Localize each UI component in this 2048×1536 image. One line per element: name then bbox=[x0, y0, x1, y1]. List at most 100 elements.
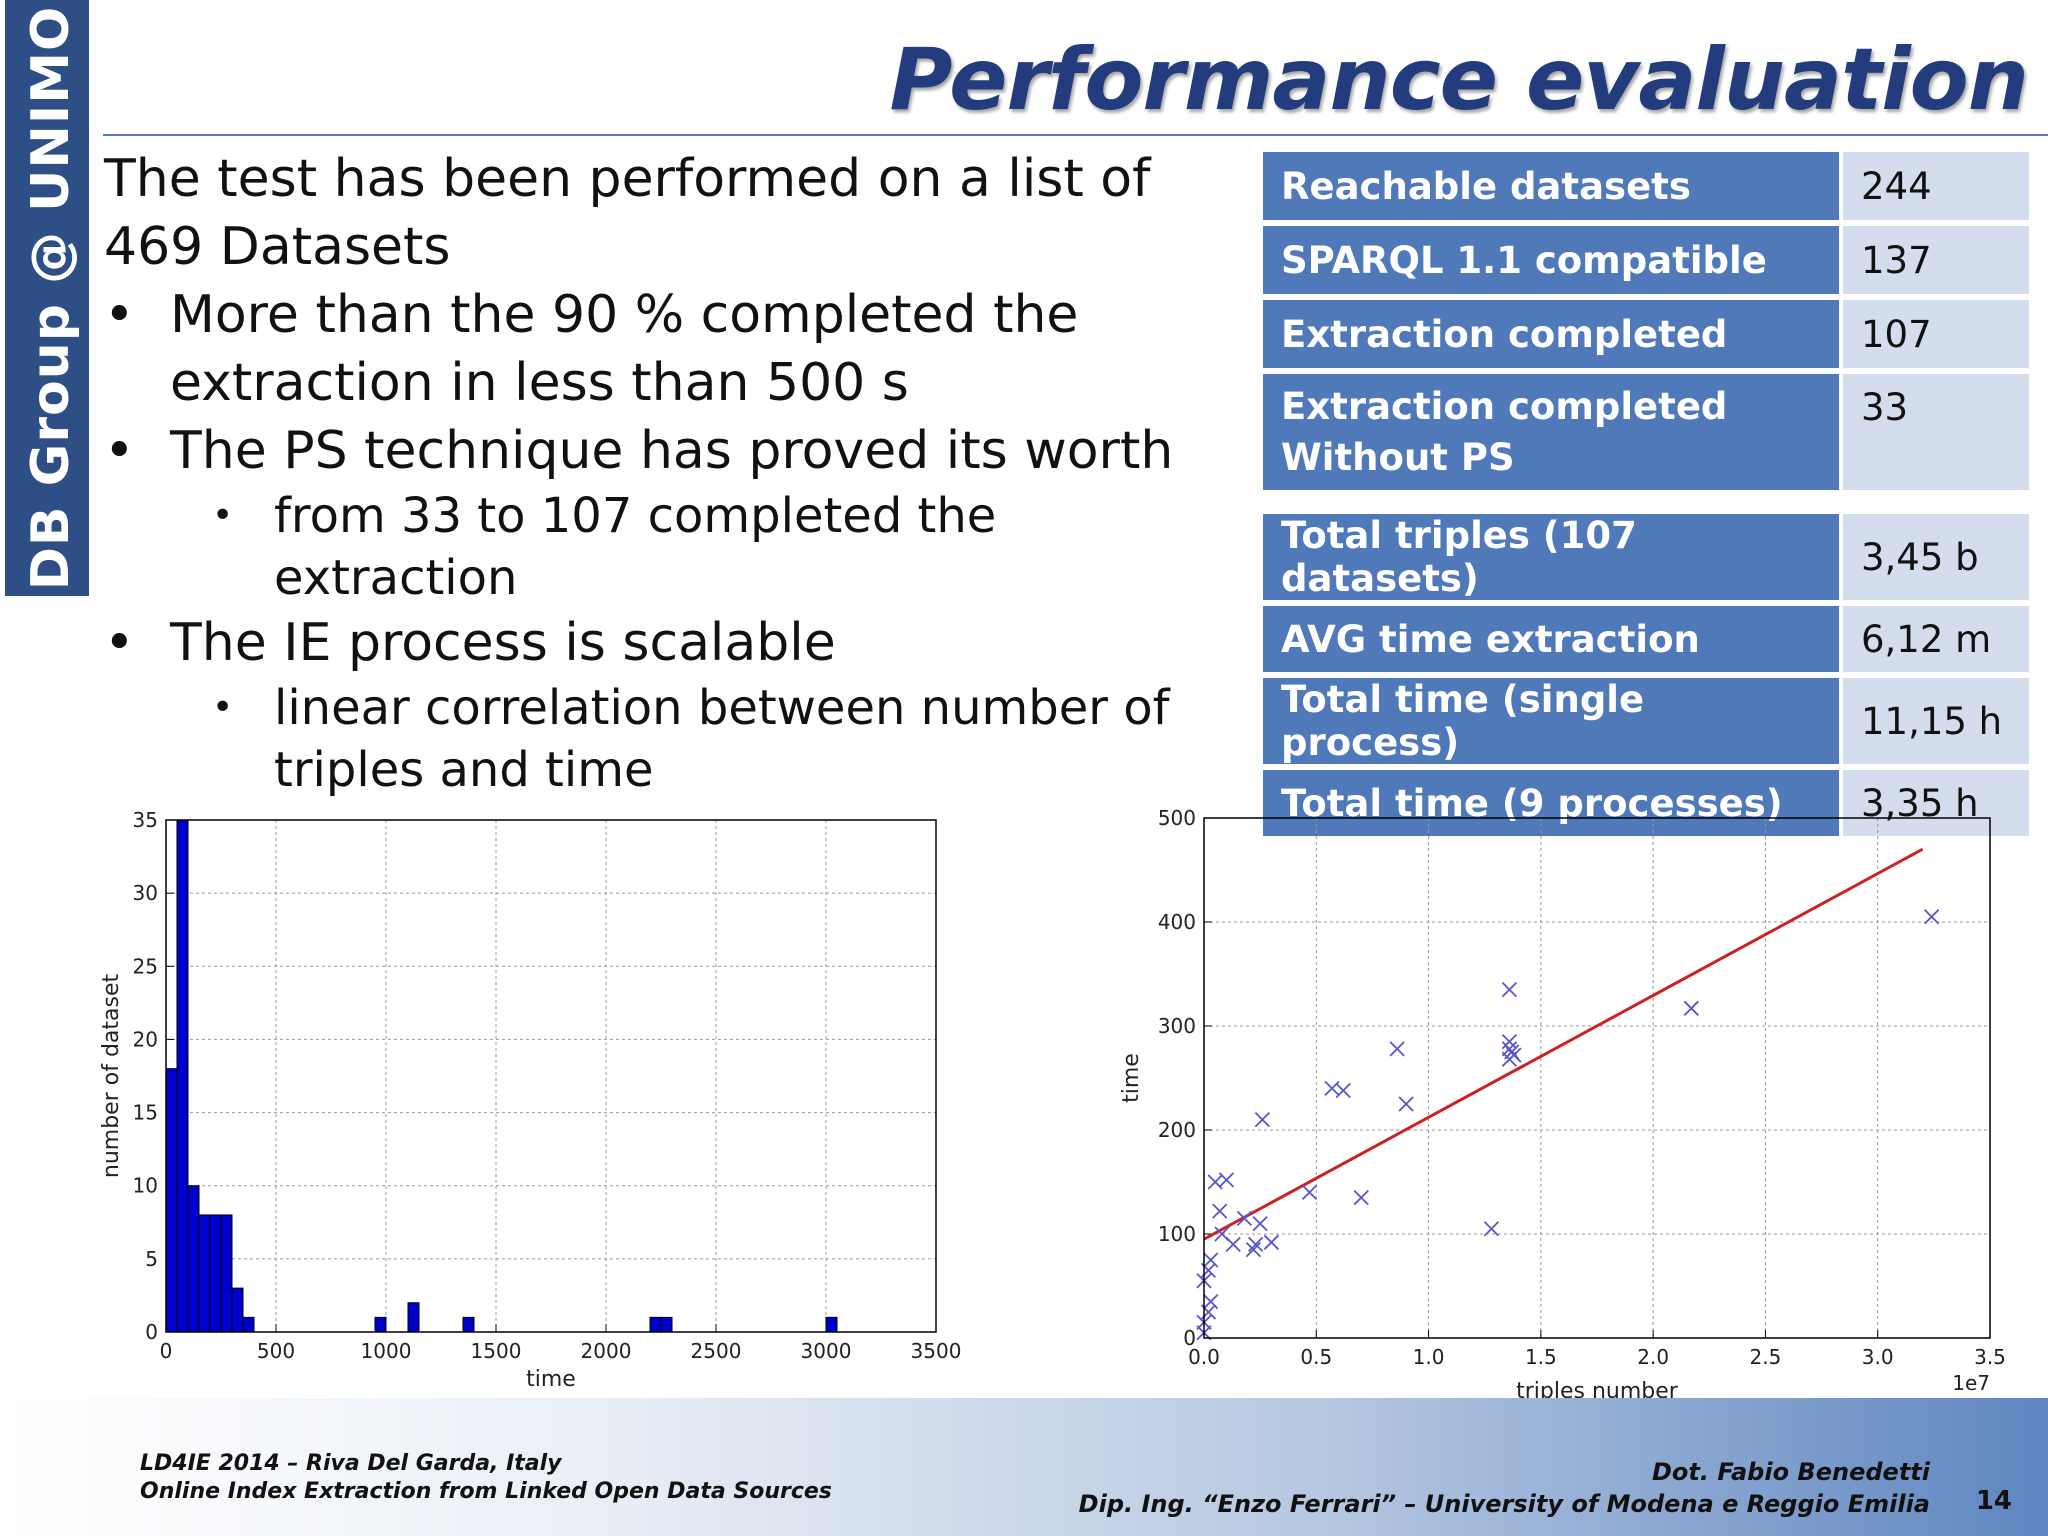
y-tick-label: 10 bbox=[133, 1174, 158, 1198]
histogram-bar bbox=[220, 1214, 233, 1333]
histogram-bar bbox=[242, 1316, 255, 1333]
y-tick-label: 30 bbox=[133, 881, 158, 905]
dataset-stats-table: Reachable datasets 244 SPARQL 1.1 compat… bbox=[1263, 146, 2029, 496]
page-number: 14 bbox=[1975, 1486, 2012, 1516]
bullet-item: • The IE process is scalable • linear corr… bbox=[104, 609, 1224, 801]
table-row: Reachable datasets 244 bbox=[1263, 152, 2029, 220]
x-tick-label: 3.0 bbox=[1862, 1345, 1894, 1369]
sidebar-label: DB Group @ UNIMO bbox=[21, 5, 81, 591]
title-divider bbox=[103, 134, 2048, 136]
plot-frame bbox=[165, 819, 937, 1333]
x-tick-label: 2500 bbox=[691, 1339, 742, 1363]
scatter-point bbox=[1252, 1215, 1268, 1232]
footer-author: Dot. Fabio Benedetti bbox=[1651, 1458, 1930, 1486]
table-row: Total time (single process) 11,15 h bbox=[1263, 678, 2029, 764]
slide-title: Performance evaluation bbox=[889, 30, 2029, 130]
bullet-text: The PS technique has proved its worth bbox=[170, 421, 1174, 481]
row-value: 6,12 m bbox=[1843, 606, 2029, 672]
time-histogram-chart: 0 500 1000 1500 2000 2500 3000 3500 0 5 10 15 20 25 30… bbox=[99, 808, 962, 1392]
x-axis-label: triples number bbox=[1516, 1379, 1679, 1400]
scatter-point bbox=[1301, 1184, 1318, 1201]
footer-paper-title: Online Index Extraction from Linked Open… bbox=[140, 1479, 832, 1504]
sub-bullet-icon: • bbox=[212, 495, 234, 536]
row-value: 244 bbox=[1843, 152, 2029, 220]
y-tick-label: 25 bbox=[133, 954, 158, 978]
histogram-bar bbox=[231, 1287, 244, 1333]
histogram-bar bbox=[462, 1316, 475, 1333]
bullet-icon: • bbox=[104, 421, 135, 481]
histogram-bar bbox=[660, 1316, 673, 1333]
fit-line bbox=[1203, 847, 1924, 1241]
histogram-bar bbox=[165, 1068, 178, 1333]
triples-time-scatter-chart: 0.0 0.5 1.0 1.5 2.0 2.5 3.0 3.5 0 100 200 300 400 500… bbox=[1119, 806, 2006, 1400]
x-tick-label: 0.5 bbox=[1300, 1345, 1332, 1369]
table-row: Extraction completed 107 bbox=[1263, 300, 2029, 368]
x-multiplier-label: 1e7 bbox=[1952, 1371, 1990, 1395]
row-label: Total time (single process) bbox=[1263, 678, 1843, 764]
bullet-item: • The PS technique has proved its worth •… bbox=[104, 417, 1224, 609]
scatter-point bbox=[1254, 1111, 1271, 1128]
y-axis-label: number of dataset bbox=[99, 974, 124, 1179]
sub-bullet-icon: • bbox=[212, 687, 234, 728]
footer-affiliation: Dip. Ing. “Enzo Ferrari” – University of… bbox=[1078, 1490, 1930, 1518]
histogram-bar bbox=[198, 1214, 211, 1333]
row-value: 11,15 h bbox=[1843, 678, 2029, 764]
bullet-icon: • bbox=[104, 613, 135, 673]
scatter-point bbox=[1263, 1234, 1280, 1250]
row-label: Extraction completed Without PS bbox=[1263, 374, 1843, 490]
x-tick-label: 2.5 bbox=[1750, 1345, 1782, 1369]
scatter-point bbox=[1335, 1082, 1351, 1099]
histogram-bar bbox=[649, 1316, 662, 1333]
x-tick-label: 500 bbox=[257, 1339, 295, 1363]
sidebar-banner: DB Group @ UNIMO bbox=[5, 0, 89, 596]
bullet-icon: • bbox=[104, 285, 135, 345]
slide-content: The test has been performed on a list of… bbox=[104, 145, 1224, 801]
x-tick-label: 0.0 bbox=[1188, 1345, 1220, 1369]
x-tick-label: 0 bbox=[160, 1339, 173, 1363]
table-row: AVG time extraction 6,12 m bbox=[1263, 606, 2029, 672]
y-tick-label: 20 bbox=[133, 1027, 158, 1051]
row-label: SPARQL 1.1 compatible bbox=[1263, 226, 1843, 294]
x-tick-label: 1.0 bbox=[1413, 1345, 1445, 1369]
y-tick-label: 0 bbox=[145, 1320, 158, 1344]
y-tick-label: 200 bbox=[1158, 1118, 1196, 1142]
histogram-bar bbox=[209, 1214, 222, 1333]
scatter-point bbox=[1501, 981, 1518, 998]
row-value: 3,45 b bbox=[1843, 514, 2029, 600]
plot-frame bbox=[1203, 817, 1991, 1339]
footer-left: LD4IE 2014 – Riva Del Garda, Italy Onlin… bbox=[140, 1450, 832, 1506]
table-row: Total triples (107 datasets) 3,45 b bbox=[1263, 514, 2029, 600]
y-axis-label: time bbox=[1119, 1053, 1144, 1103]
scatter-point bbox=[1506, 1047, 1522, 1063]
x-tick-label: 1000 bbox=[361, 1339, 412, 1363]
row-label: AVG time extraction bbox=[1263, 606, 1843, 672]
histogram-bar bbox=[187, 1185, 200, 1333]
performance-stats-table: Total triples (107 datasets) 3,45 b AVG … bbox=[1263, 508, 2029, 842]
x-tick-label: 3000 bbox=[801, 1339, 852, 1363]
y-tick-label: 100 bbox=[1158, 1222, 1196, 1246]
intro-text: The test has been performed on a list of… bbox=[104, 149, 1151, 277]
x-axis-label: time bbox=[526, 1367, 576, 1392]
bullet-text: More than the 90 % completed the extract… bbox=[170, 285, 1079, 413]
row-label: Total triples (107 datasets) bbox=[1263, 514, 1843, 600]
x-tick-label: 2000 bbox=[581, 1339, 632, 1363]
scatter-point bbox=[1248, 1236, 1264, 1253]
scatter-point bbox=[1483, 1221, 1500, 1237]
row-label: Extraction completed bbox=[1263, 300, 1843, 368]
histogram-bar bbox=[374, 1316, 387, 1333]
sub-bullet-text: from 33 to 107 completed the extraction bbox=[274, 488, 997, 606]
x-tick-label: 3.5 bbox=[1974, 1345, 2006, 1369]
histogram-bar bbox=[176, 819, 189, 1333]
scatter-point bbox=[1245, 1241, 1262, 1258]
bullet-text: The IE process is scalable bbox=[170, 613, 836, 673]
row-value: 33 bbox=[1843, 374, 2029, 490]
row-value: 137 bbox=[1843, 226, 2029, 294]
y-tick-label: 400 bbox=[1158, 910, 1196, 934]
scatter-point bbox=[1501, 1033, 1518, 1050]
scatter-point bbox=[1923, 909, 1940, 925]
footer-right: Dot. Fabio Benedetti Dip. Ing. “Enzo Fer… bbox=[1079, 1456, 1930, 1520]
footer-band bbox=[0, 1398, 2048, 1536]
x-tick-label: 1500 bbox=[471, 1339, 522, 1363]
x-tick-label: 3500 bbox=[911, 1339, 962, 1363]
scatter-point bbox=[1203, 1252, 1219, 1268]
